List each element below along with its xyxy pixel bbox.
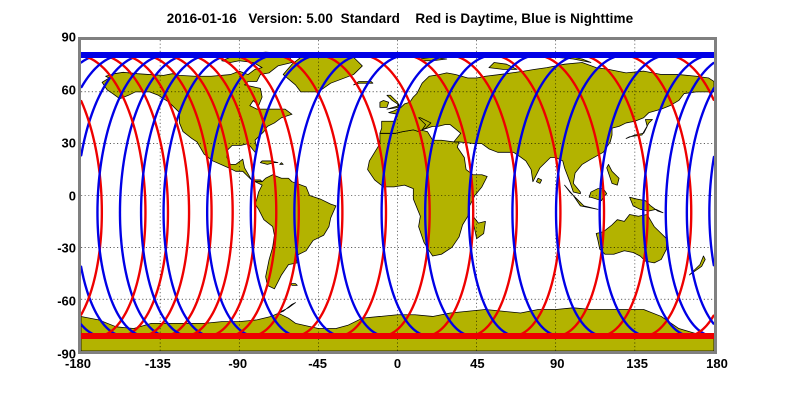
daytime-track-segment [97,53,170,338]
landmass-21 [259,160,279,165]
x-tick--180: -180 [64,356,92,371]
nighttime-track-segment [205,53,278,338]
nighttime-track-segment [336,53,409,338]
daytime-track-segment [359,53,431,338]
nighttime-track-segment [511,53,583,338]
daytime-track-segment [577,53,649,338]
x-tick--90: -90 [228,356,248,371]
x-tick--135: -135 [144,356,171,371]
landmass-22 [279,162,284,165]
daytime-track-segment [402,53,475,338]
daytime-track-segment [446,53,518,338]
daytime-track-segment [162,53,234,338]
landmass-8 [606,164,620,186]
x-tick-45: 45 [470,356,485,371]
daytime-track-segment [315,53,388,338]
landmass-4 [595,214,667,264]
daytime-track-segment [533,53,606,338]
x-tick--45: -45 [308,356,328,371]
nighttime-track-segment [293,53,365,338]
landmass-3 [379,62,714,195]
landmass-16 [379,100,390,108]
nighttime-track-segment [685,86,714,325]
y-tick-0: 0 [68,188,76,203]
landmass-17 [386,94,400,110]
nighttime-track-segment [424,53,496,338]
nighttime-track-segment [642,53,714,338]
nighttime-track-segment [708,155,714,267]
y-tick-30: 30 [61,135,76,151]
nighttime-track-segment [162,53,235,338]
landmass-6 [564,184,599,210]
nighttime-track-segment [96,53,168,338]
landmass-11 [536,177,543,184]
nighttime-track-segment [664,61,714,338]
nighttime-track-segment [467,53,540,338]
daytime-track-segment [271,53,344,338]
nighttime-track-segment [598,53,671,338]
daytime-track-segment [81,54,147,338]
daytime-track-segment [205,53,278,338]
landmass-5 [629,196,664,214]
figure-title: 2016-01-16 Version: 5.00 Standard Red is… [166,11,634,26]
x-tick-135: 135 [626,356,648,371]
daytime-track-segment [118,53,191,338]
y-tick-60: 60 [61,82,76,98]
daytime-track-segment [489,53,562,338]
y-tick--30: -30 [57,240,76,256]
nighttime-track-segment [380,53,453,338]
x-tick-0: 0 [393,356,402,371]
x-tick-90: 90 [550,356,565,371]
world-map-svg [81,40,714,351]
landmass-10 [472,215,486,240]
x-tick-180: 180 [706,356,728,371]
y-tick--60: -60 [57,293,76,309]
daytime-track-segment [184,53,257,338]
daytime-track-segment [620,53,693,338]
map-canvas [81,40,714,351]
y-tick-90: 90 [61,29,76,45]
map-plot-area [78,37,717,354]
nighttime-track-segment [554,53,627,338]
nighttime-track-segment [249,53,322,338]
y-tick--90: -90 [57,346,76,362]
daytime-track-segment [141,53,213,338]
ground-track-layer [81,52,714,339]
nighttime-track-segment [139,53,212,338]
daytime-track-segment [81,99,104,316]
daytime-track-segment [228,53,300,338]
nighttime-track-segment [118,53,191,338]
